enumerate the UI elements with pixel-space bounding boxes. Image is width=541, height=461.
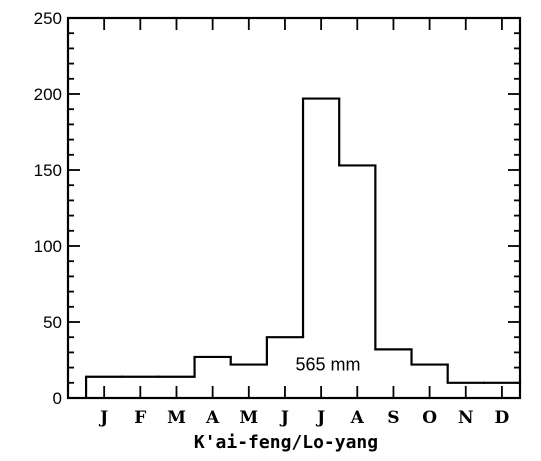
x-tick-label: N — [458, 408, 474, 428]
x-tick-label: J — [279, 408, 289, 428]
x-tick-label: A — [205, 408, 220, 428]
plot-border — [66, 16, 522, 400]
y-tick-label: 150 — [34, 161, 62, 180]
x-tick-label: J — [315, 408, 325, 428]
y-tick-label: 0 — [53, 389, 62, 408]
x-tick-label: D — [495, 408, 510, 428]
x-tick-label: A — [350, 408, 365, 428]
y-tick-label: 200 — [34, 85, 62, 104]
x-axis-label: K'ai-feng/Lo-yang — [194, 432, 378, 453]
x-tick-label: J — [98, 408, 108, 428]
x-tick-label: M — [167, 408, 186, 428]
x-tick-label: S — [387, 408, 399, 428]
y-tick-label: 250 — [34, 9, 62, 28]
y-axis: 0 50 100 150 200 250 — [34, 9, 520, 408]
histogram-bars — [84, 97, 522, 398]
x-tick-label: M — [239, 408, 258, 428]
x-tick-label: O — [422, 408, 437, 428]
y-tick-label: 50 — [43, 313, 62, 332]
y-tick-label: 100 — [34, 237, 62, 256]
x-tick-label: F — [134, 408, 146, 428]
total-annotation: 565 mm — [295, 355, 360, 375]
plot-frame — [66, 16, 522, 400]
